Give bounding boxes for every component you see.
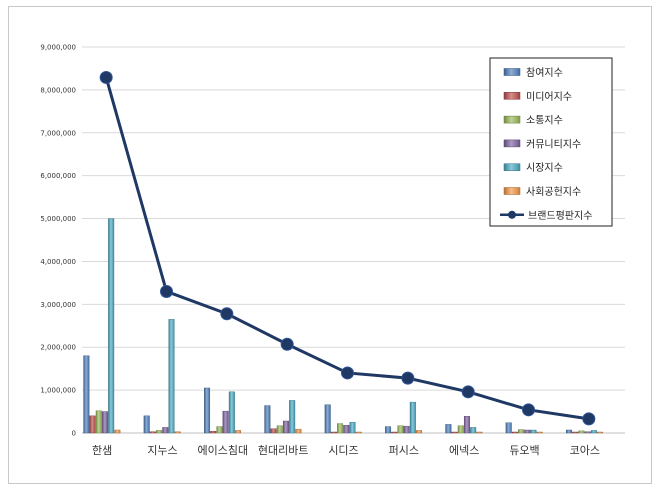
legend-label: 참여지수 bbox=[526, 67, 563, 79]
bar-한샘-사회공헌지수 bbox=[114, 429, 121, 434]
bar-듀오백-시장지수 bbox=[530, 429, 537, 434]
bar-현대리바트-미디어지수 bbox=[270, 428, 277, 434]
bar-지누스-참여지수 bbox=[143, 415, 150, 434]
legend-label: 커뮤니티지수 bbox=[526, 138, 581, 150]
legend-label: 사회공헌지수 bbox=[526, 186, 581, 198]
bar-한샘-참여지수 bbox=[83, 355, 90, 434]
legend-swatch-커뮤니티지수 bbox=[503, 139, 521, 148]
line-marker-듀오백 bbox=[522, 403, 535, 417]
bar-시디즈-시장지수 bbox=[349, 422, 356, 434]
legend-label: 브랜드평판지수 bbox=[528, 210, 592, 222]
bar-시디즈-소통지수 bbox=[337, 423, 344, 434]
bar-지누스-시장지수 bbox=[168, 319, 175, 434]
bar-지누스-소통지수 bbox=[156, 430, 163, 434]
bar-코아스-소통지수 bbox=[578, 430, 585, 434]
y-tick-label: 7,000,000 bbox=[40, 129, 76, 137]
x-category-label: 한샘 bbox=[92, 444, 112, 457]
bar-듀오백-참여지수 bbox=[505, 422, 512, 434]
legend-line-marker bbox=[508, 210, 516, 219]
bar-코아스-미디어지수 bbox=[572, 431, 579, 434]
legend-swatch-미디어지수 bbox=[503, 92, 521, 100]
bar-시디즈-커뮤니티지수 bbox=[343, 425, 350, 434]
bar-에이스침대-참여지수 bbox=[204, 387, 211, 434]
bar-퍼시스-미디어지수 bbox=[391, 431, 398, 434]
line-marker-현대리바트 bbox=[280, 337, 294, 351]
y-tick-label: 5,000,000 bbox=[40, 215, 76, 223]
line-marker-코아스 bbox=[582, 412, 596, 426]
bar-에이스침대-시장지수 bbox=[228, 391, 235, 434]
bar-듀오백-미디어지수 bbox=[511, 431, 518, 434]
legend-swatch-참여지수 bbox=[503, 68, 521, 76]
bar-에넥스-참여지수 bbox=[445, 424, 452, 434]
bar-한샘-커뮤니티지수 bbox=[101, 411, 108, 434]
line-marker-에넥스 bbox=[461, 385, 475, 399]
bar-코아스-참여지수 bbox=[566, 429, 573, 434]
bar-현대리바트-커뮤니티지수 bbox=[282, 420, 289, 434]
bar-에이스침대-소통지수 bbox=[216, 426, 223, 434]
y-tick-label: 2,000,000 bbox=[40, 344, 76, 352]
bar-에넥스-소통지수 bbox=[457, 425, 464, 434]
y-tick-label: 3,000,000 bbox=[40, 301, 76, 309]
y-tick-label: 9,000,000 bbox=[40, 44, 76, 52]
legend-swatch-소통지수 bbox=[503, 115, 521, 124]
bar-에이스침대-커뮤니티지수 bbox=[222, 410, 229, 434]
bar-한샘-미디어지수 bbox=[89, 415, 96, 434]
bar-코아스-시장지수 bbox=[590, 430, 597, 434]
y-tick-label: 6,000,000 bbox=[40, 172, 76, 180]
line-marker-한샘 bbox=[99, 70, 113, 84]
bar-지누스-커뮤니티지수 bbox=[162, 427, 169, 434]
bar-현대리바트-사회공헌지수 bbox=[295, 428, 302, 434]
bar-현대리바트-시장지수 bbox=[289, 400, 296, 434]
bar-듀오백-사회공헌지수 bbox=[536, 431, 543, 434]
x-category-label: 에넥스 bbox=[449, 444, 479, 457]
legend-label: 소통지수 bbox=[526, 115, 563, 127]
bar-에넥스-미디어지수 bbox=[451, 431, 458, 434]
x-category-label: 에이스침대 bbox=[198, 444, 249, 457]
bar-현대리바트-참여지수 bbox=[264, 405, 271, 434]
bar-한샘-소통지수 bbox=[95, 410, 102, 434]
line-marker-퍼시스 bbox=[401, 371, 415, 385]
x-category-label: 코아스 bbox=[570, 444, 600, 457]
bar-코아스-사회공헌지수 bbox=[597, 431, 604, 434]
bar-듀오백-소통지수 bbox=[518, 429, 525, 434]
bar-지누스-사회공헌지수 bbox=[174, 431, 181, 434]
bar-에이스침대-사회공헌지수 bbox=[235, 430, 242, 434]
legend-swatch-사회공헌지수 bbox=[503, 187, 521, 195]
bar-에이스침대-미디어지수 bbox=[210, 431, 217, 434]
y-tick-label: 4,000,000 bbox=[40, 258, 76, 266]
x-category-label: 시디즈 bbox=[328, 444, 358, 457]
bar-시디즈-참여지수 bbox=[324, 404, 331, 434]
bar-에넥스-사회공헌지수 bbox=[476, 431, 483, 434]
bar-퍼시스-커뮤니티지수 bbox=[403, 425, 410, 434]
bar-지누스-미디어지수 bbox=[149, 431, 156, 434]
line-marker-지누스 bbox=[160, 284, 173, 298]
bar-퍼시스-참여지수 bbox=[385, 426, 392, 434]
bar-코아스-커뮤니티지수 bbox=[584, 431, 591, 434]
x-category-label: 듀오백 bbox=[509, 444, 539, 457]
line-marker-에이스침대 bbox=[220, 307, 234, 321]
x-category-label: 퍼시스 bbox=[389, 444, 419, 457]
bar-듀오백-커뮤니티지수 bbox=[524, 429, 531, 434]
bar-에넥스-커뮤니티지수 bbox=[463, 416, 470, 434]
bar-퍼시스-시장지수 bbox=[409, 401, 416, 434]
bar-퍼시스-사회공헌지수 bbox=[416, 430, 423, 434]
line-marker-시디즈 bbox=[341, 366, 354, 380]
y-tick-label: 0 bbox=[72, 430, 76, 438]
y-tick-label: 8,000,000 bbox=[40, 86, 76, 94]
x-category-label: 현대리바트 bbox=[258, 444, 309, 457]
bar-퍼시스-소통지수 bbox=[397, 425, 404, 434]
bar-시디즈-미디어지수 bbox=[330, 431, 337, 434]
bar-시디즈-사회공헌지수 bbox=[355, 431, 362, 434]
bar-에넥스-시장지수 bbox=[470, 427, 477, 434]
legend-label: 시장지수 bbox=[526, 162, 563, 174]
bar-한샘-시장지수 bbox=[108, 218, 115, 434]
bar-현대리바트-소통지수 bbox=[276, 425, 283, 434]
legend-swatch-시장지수 bbox=[503, 163, 521, 171]
x-category-label: 지누스 bbox=[147, 444, 177, 457]
legend-label: 미디어지수 bbox=[526, 91, 572, 103]
y-tick-label: 1,000,000 bbox=[40, 387, 76, 395]
